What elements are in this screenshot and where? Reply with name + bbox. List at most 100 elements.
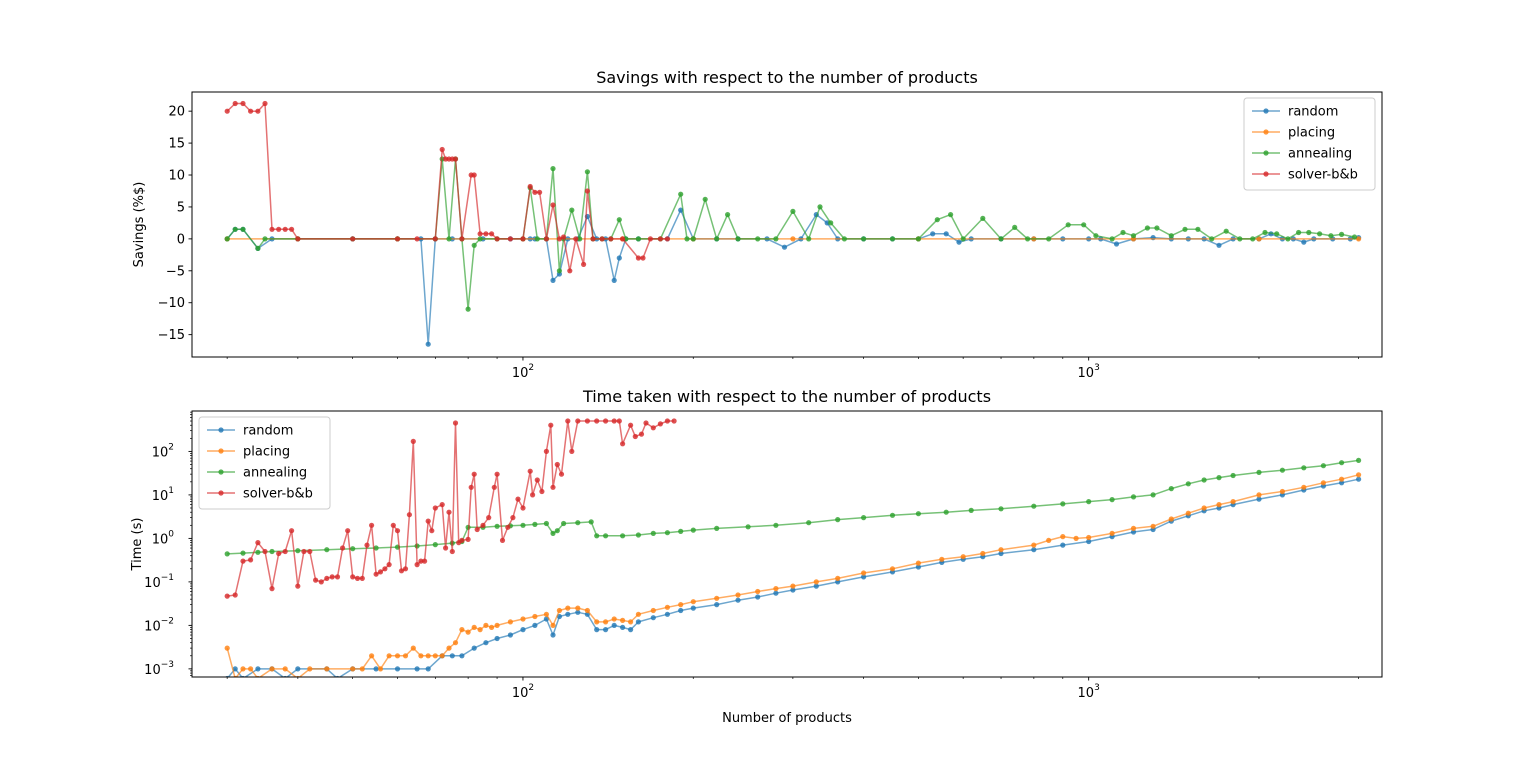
data-point-solver-bandb bbox=[534, 477, 540, 483]
data-point-solver-bandb bbox=[262, 548, 268, 555]
data-point-annealing bbox=[494, 523, 500, 529]
data-point-annealing bbox=[1317, 231, 1323, 237]
data-point-solver-bandb bbox=[350, 574, 356, 580]
data-point-solver-bandb bbox=[425, 518, 431, 524]
legend-entry-random: random bbox=[1288, 105, 1338, 120]
data-point-annealing bbox=[1109, 236, 1115, 242]
data-point-annealing bbox=[1012, 224, 1018, 230]
data-point-placing bbox=[939, 556, 945, 562]
legend-entry-placing: placing bbox=[243, 445, 290, 460]
data-point-annealing bbox=[980, 215, 986, 221]
data-point-solver-bandb bbox=[550, 484, 556, 490]
data-point-solver-bandb bbox=[240, 558, 246, 564]
data-point-annealing bbox=[678, 528, 684, 535]
data-point-annealing bbox=[1046, 236, 1052, 242]
data-point-annealing bbox=[745, 524, 751, 530]
data-point-random bbox=[678, 607, 684, 614]
data-point-annealing bbox=[1130, 494, 1137, 500]
data-point-random bbox=[790, 587, 796, 593]
data-point-solver-bandb bbox=[590, 236, 596, 242]
data-point-random bbox=[483, 640, 489, 646]
data-point-annealing bbox=[1301, 465, 1307, 471]
data-point-placing bbox=[915, 560, 922, 566]
data-point-random bbox=[575, 609, 581, 615]
data-point-annealing bbox=[684, 236, 690, 242]
legend-entry-annealing: annealing bbox=[1288, 147, 1352, 162]
data-point-solver-bandb bbox=[520, 236, 526, 242]
data-point-random bbox=[650, 615, 656, 621]
data-point-placing bbox=[520, 616, 526, 622]
data-point-random bbox=[550, 632, 556, 638]
data-point-placing bbox=[1256, 236, 1262, 242]
data-point-solver-bandb bbox=[439, 502, 445, 508]
data-point-placing bbox=[650, 607, 656, 614]
data-point-annealing bbox=[755, 236, 761, 242]
data-point-solver-bandb bbox=[664, 418, 671, 424]
data-point-placing bbox=[425, 653, 431, 659]
data-point-solver-bandb bbox=[255, 540, 261, 546]
data-point-solver-bandb bbox=[628, 422, 634, 428]
data-point-annealing bbox=[1356, 457, 1362, 463]
data-point-random bbox=[628, 627, 634, 633]
data-point-placing bbox=[410, 645, 416, 651]
legend-entry-random: random bbox=[243, 424, 293, 439]
data-point-solver-bandb bbox=[452, 420, 459, 426]
data-point-placing bbox=[1256, 492, 1262, 498]
data-point-solver-bandb bbox=[548, 422, 554, 428]
y-tick-label: 10−1 bbox=[144, 573, 174, 591]
data-point-random bbox=[1113, 241, 1120, 247]
data-point-random bbox=[1130, 529, 1137, 535]
data-point-placing bbox=[307, 666, 313, 672]
data-point-annealing bbox=[1279, 467, 1285, 473]
data-point-solver-bandb bbox=[295, 236, 301, 242]
data-point-annealing bbox=[575, 520, 581, 526]
data-point-placing bbox=[543, 611, 550, 617]
data-point-solver-bandb bbox=[477, 231, 483, 237]
data-point-solver-bandb bbox=[471, 172, 477, 178]
data-point-solver-bandb bbox=[465, 536, 471, 543]
data-point-random bbox=[414, 666, 420, 672]
data-point-annealing bbox=[269, 548, 275, 555]
data-point-placing bbox=[611, 616, 617, 622]
data-point-placing bbox=[240, 666, 246, 672]
data-point-solver-bandb bbox=[515, 496, 521, 502]
data-point-placing bbox=[532, 613, 538, 620]
data-point-solver-bandb bbox=[232, 100, 238, 107]
data-point-annealing bbox=[232, 226, 238, 232]
data-point-solver-bandb bbox=[650, 425, 656, 431]
x-tick-label: 102 bbox=[512, 683, 534, 701]
data-point-placing bbox=[483, 622, 489, 629]
data-point-solver-bandb bbox=[295, 583, 301, 589]
data-point-annealing bbox=[1351, 234, 1358, 240]
data-point-placing bbox=[1230, 499, 1236, 505]
data-point-annealing bbox=[678, 191, 684, 197]
data-point-solver-bandb bbox=[350, 236, 356, 242]
data-point-placing bbox=[507, 619, 513, 625]
data-point-solver-bandb bbox=[491, 484, 497, 490]
data-point-annealing bbox=[373, 545, 379, 551]
data-point-placing bbox=[889, 566, 896, 572]
data-point-annealing bbox=[806, 520, 812, 526]
data-point-annealing bbox=[532, 521, 538, 528]
x-tick-label: 102 bbox=[512, 363, 534, 381]
data-point-placing bbox=[350, 666, 356, 672]
data-point-solver-bandb bbox=[532, 189, 538, 195]
data-point-solver-bandb bbox=[449, 548, 455, 555]
data-point-placing bbox=[773, 586, 779, 592]
data-point-annealing bbox=[584, 169, 591, 175]
data-point-solver-bandb bbox=[471, 471, 477, 477]
data-point-placing bbox=[1150, 523, 1156, 529]
data-point-annealing bbox=[943, 509, 949, 515]
data-point-random bbox=[603, 627, 609, 633]
data-point-annealing bbox=[1025, 236, 1031, 242]
series-line-random bbox=[227, 478, 1359, 677]
data-point-placing bbox=[755, 588, 761, 595]
data-point-random bbox=[690, 605, 696, 611]
data-point-solver-bandb bbox=[318, 579, 324, 585]
data-point-annealing bbox=[577, 236, 583, 242]
data-point-annealing bbox=[1168, 486, 1174, 492]
data-point-solver-bandb bbox=[276, 226, 282, 232]
y-tick-label: 101 bbox=[152, 486, 174, 504]
